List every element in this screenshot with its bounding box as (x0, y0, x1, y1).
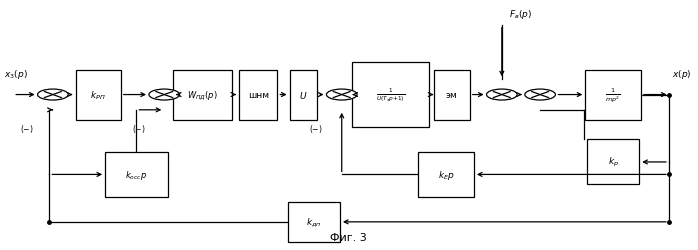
Text: $\frac{1}{mp^{2}}$: $\frac{1}{mp^{2}}$ (605, 86, 621, 104)
Bar (418, 152, 474, 197)
Text: $k_{р}$: $k_{р}$ (608, 156, 618, 169)
Bar (586, 70, 641, 120)
Text: $U$: $U$ (299, 90, 308, 101)
Text: шнм: шнм (248, 91, 269, 100)
Bar (173, 70, 232, 120)
Text: $W_{ПД}(p)$: $W_{ПД}(p)$ (187, 89, 218, 102)
Text: $(-)$: $(-)$ (132, 122, 145, 134)
Bar (239, 70, 277, 120)
Ellipse shape (327, 90, 357, 101)
Bar (433, 70, 470, 120)
Bar (352, 63, 429, 128)
Text: $k_{РП}$: $k_{РП}$ (90, 89, 106, 102)
Bar (105, 152, 168, 197)
Text: эм: эм (446, 91, 458, 100)
Text: $k_{дп}$: $k_{дп}$ (306, 216, 322, 228)
Text: $k_{осс}p$: $k_{осс}p$ (126, 168, 147, 181)
Bar (290, 70, 318, 120)
Ellipse shape (487, 90, 517, 101)
Bar (75, 70, 121, 120)
Text: Фиг. 3: Фиг. 3 (330, 232, 367, 242)
Bar (587, 140, 639, 185)
Text: $x_{3}(p)$: $x_{3}(p)$ (4, 67, 28, 80)
Text: $(-)$: $(-)$ (20, 122, 34, 134)
Text: $\frac{1}{U(T_{э}p{+}1)}$: $\frac{1}{U(T_{э}p{+}1)}$ (376, 87, 405, 104)
Text: $k_{E}p$: $k_{E}p$ (438, 168, 454, 181)
Text: $(-)$: $(-)$ (309, 122, 323, 134)
Ellipse shape (149, 90, 179, 101)
Bar (288, 202, 340, 242)
Ellipse shape (525, 90, 556, 101)
Text: $F_{в}(p)$: $F_{в}(p)$ (509, 8, 532, 20)
Text: $x(p)$: $x(p)$ (672, 67, 692, 80)
Ellipse shape (38, 90, 68, 101)
